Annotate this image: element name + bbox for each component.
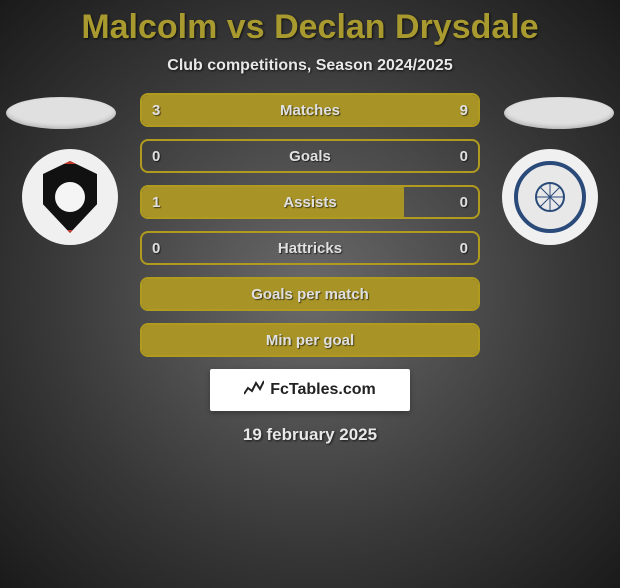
right-team-badge <box>502 149 598 245</box>
stat-value-left: 3 <box>152 102 160 119</box>
stat-row: Matches3 9 <box>140 93 480 127</box>
chart-icon <box>244 380 264 401</box>
left-player-ellipse <box>6 97 116 129</box>
stat-value-right: 0 <box>460 240 468 257</box>
stat-value-left: 1 <box>152 194 160 211</box>
stat-value-right: 0 <box>460 194 468 211</box>
right-player-ellipse <box>504 97 614 129</box>
subtitle: Club competitions, Season 2024/2025 <box>0 57 620 75</box>
branding-text: FcTables.com <box>270 381 376 399</box>
stat-value-right: 9 <box>460 102 468 119</box>
comparison-panel: Matches39Goals00Assists10Hattricks00Goal… <box>0 93 620 445</box>
stat-label: Goals <box>142 148 478 165</box>
crest-icon <box>514 161 586 233</box>
stat-row: Goals0 0 <box>140 139 480 173</box>
stat-label: Goals per match <box>142 286 478 303</box>
stat-row: Goals per match <box>140 277 480 311</box>
stat-value-left: 0 <box>152 240 160 257</box>
shield-icon <box>40 161 100 233</box>
stat-label: Hattricks <box>142 240 478 257</box>
branding-box: FcTables.com <box>210 369 410 411</box>
lion-icon <box>55 182 85 212</box>
date-text: 19 february 2025 <box>0 425 620 445</box>
stat-value-right: 0 <box>460 148 468 165</box>
page-title: Malcolm vs Declan Drysdale <box>0 8 620 47</box>
stat-value-left: 0 <box>152 148 160 165</box>
stat-row: Min per goal <box>140 323 480 357</box>
stat-row: Hattricks0 0 <box>140 231 480 265</box>
left-team-badge <box>22 149 118 245</box>
stat-label: Assists <box>142 194 478 211</box>
stat-label: Min per goal <box>142 332 478 349</box>
ball-icon <box>530 177 570 217</box>
stats-bars: Matches39Goals00Assists10Hattricks00Goal… <box>140 93 480 357</box>
stat-row: Assists1 0 <box>140 185 480 219</box>
stat-label: Matches <box>142 102 478 119</box>
